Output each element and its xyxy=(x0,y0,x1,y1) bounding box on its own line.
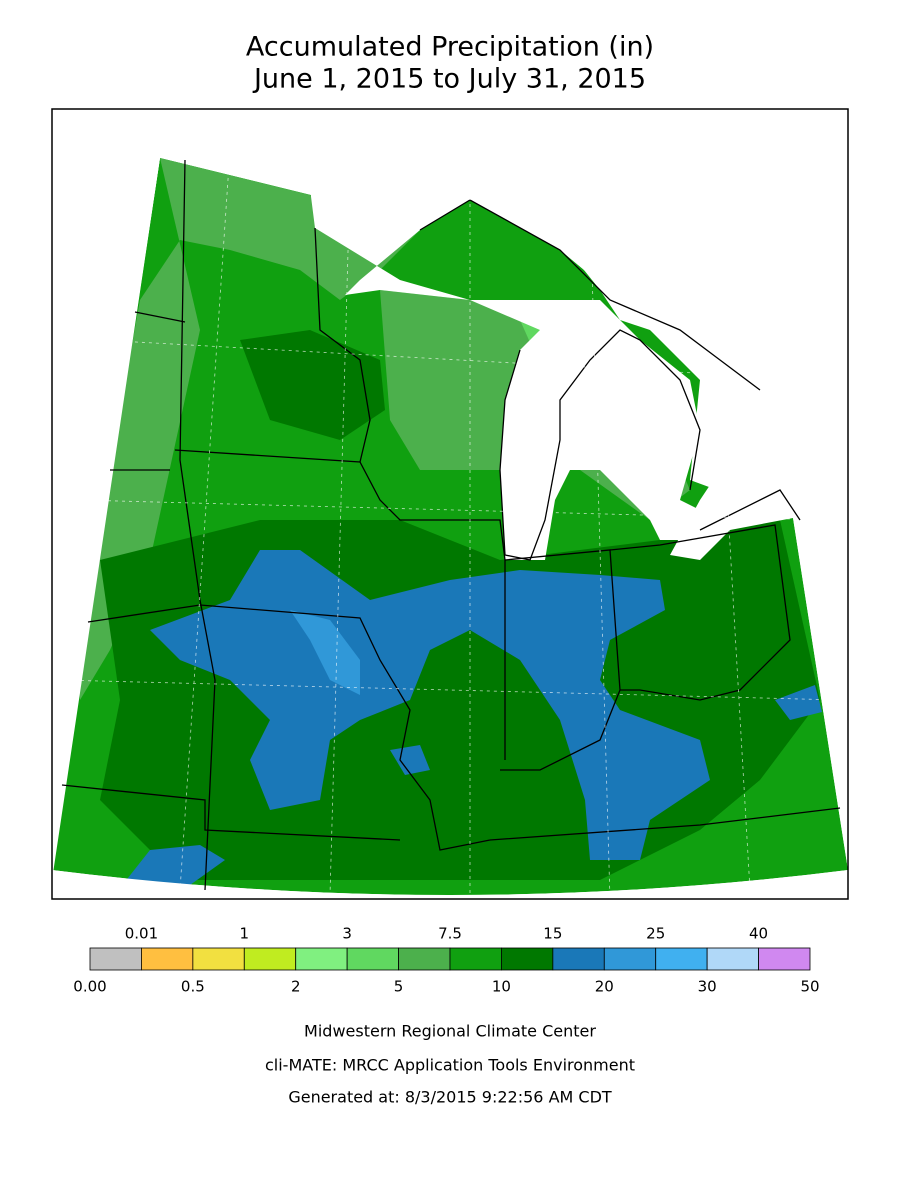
legend-label: 15 xyxy=(543,925,562,943)
wet-zone xyxy=(150,550,710,860)
wetter-zone xyxy=(290,610,360,695)
legend-label: 30 xyxy=(698,978,717,996)
legend-label: 7.5 xyxy=(438,925,462,943)
lakes xyxy=(300,110,850,560)
legend-swatch xyxy=(346,947,399,971)
legend-swatch xyxy=(603,947,657,971)
legend-swatch xyxy=(141,947,194,971)
legend-label: 5 xyxy=(394,978,404,996)
subtitle: June 1, 2015 to July 31, 2015 xyxy=(252,64,646,95)
footer-line: Midwestern Regional Climate Center xyxy=(304,1022,596,1041)
legend-label: 0.5 xyxy=(181,978,205,996)
legend-label: 50 xyxy=(800,978,819,996)
legend-label: 2 xyxy=(291,978,301,996)
legend-swatch xyxy=(192,947,245,971)
map-frame xyxy=(51,108,849,900)
legend-label: 40 xyxy=(749,925,768,943)
wet-zone xyxy=(120,845,225,888)
legend-swatch xyxy=(89,947,142,971)
light-zone xyxy=(75,158,420,700)
legend-swatch xyxy=(501,947,554,971)
legend-swatch xyxy=(449,947,502,971)
footer-line: Generated at: 8/3/2015 9:22:56 AM CDT xyxy=(288,1088,612,1107)
legend-label: 25 xyxy=(646,925,665,943)
legend-label: 1 xyxy=(240,925,250,943)
legend-swatch xyxy=(706,947,759,971)
legend: 0.00 0.01 0.5 1 2 3 5 7.5 10 15 20 25 30 40 50 xyxy=(73,925,819,996)
dark-zone xyxy=(240,330,385,440)
wet-zone xyxy=(390,745,430,775)
legend-swatch xyxy=(243,947,297,971)
legend-label: 0.00 xyxy=(73,978,106,996)
legend-swatch xyxy=(655,947,708,971)
legend-swatch xyxy=(552,947,605,971)
legend-label: 20 xyxy=(595,978,614,996)
footer-line: cli-MATE: MRCC Application Tools Environ… xyxy=(265,1056,635,1075)
legend-label: 10 xyxy=(492,978,511,996)
outside xyxy=(793,518,848,870)
legend-swatch xyxy=(758,947,811,971)
title: Accumulated Precipitation (in) xyxy=(246,32,654,63)
legend-swatch xyxy=(398,947,451,971)
outside xyxy=(52,110,160,880)
legend-label: 0.01 xyxy=(125,925,158,943)
legend-swatch xyxy=(295,947,348,971)
wet-zone xyxy=(775,685,822,720)
legend-label: 3 xyxy=(342,925,352,943)
map xyxy=(51,108,850,901)
